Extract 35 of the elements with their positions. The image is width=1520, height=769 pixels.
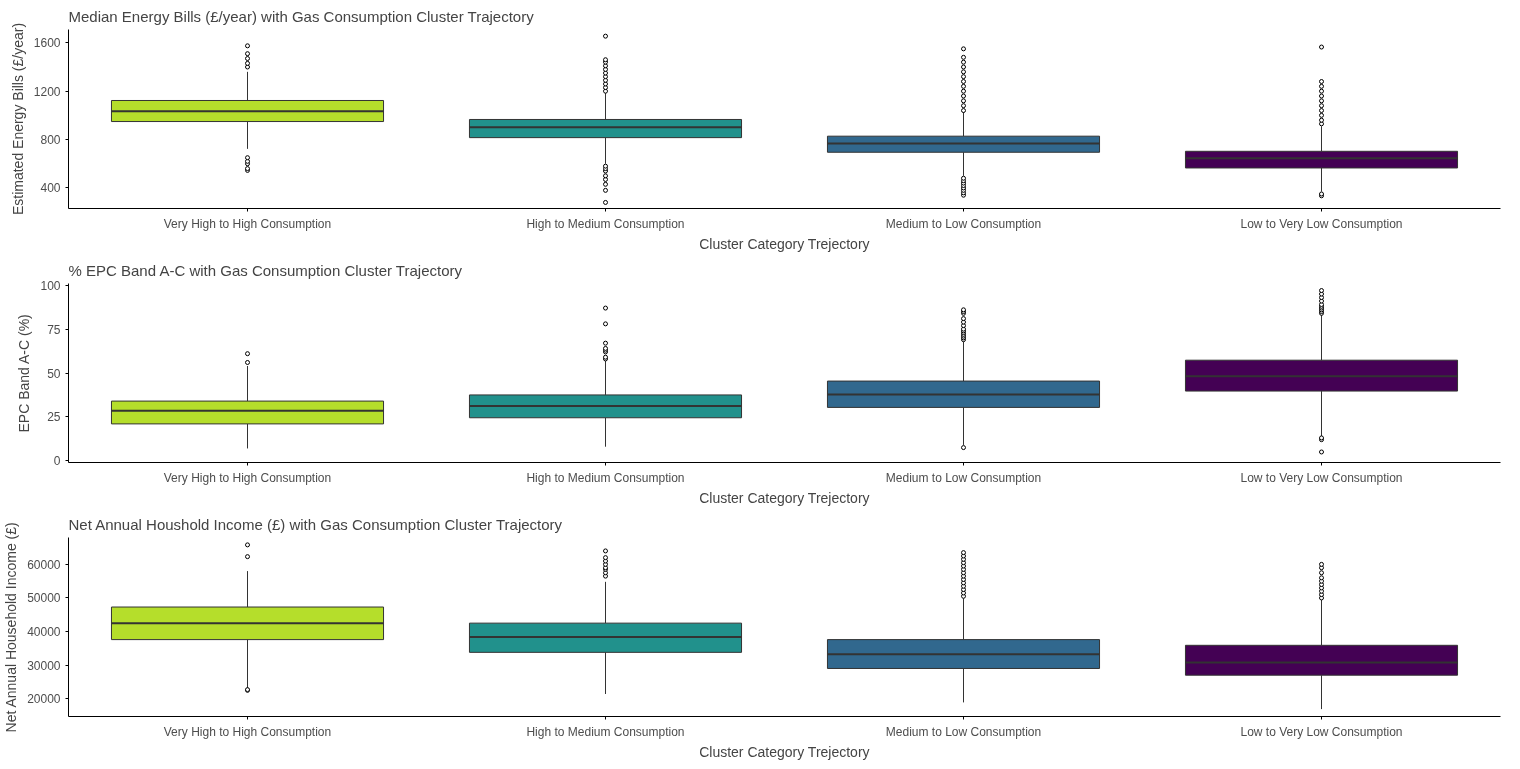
x-tick-label: High to Medium Consumption	[526, 470, 685, 485]
x-tick-label: Medium to Low Consumption	[885, 216, 1042, 231]
x-tick-label: Low to Very Low Consumption	[1240, 216, 1403, 231]
y-tick-label: 1200	[33, 84, 61, 99]
y-tick-label: 30000	[27, 658, 61, 673]
y-tick-label: 0	[53, 454, 61, 469]
y-axis-title: Estimated Energy Bills (£/year)	[9, 22, 26, 216]
chart-title: Net Annual Houshold Income (£) with Gas Consumption Cluster Trajectory	[68, 515, 563, 533]
x-tick-label: Very High to High Consumption	[163, 216, 332, 231]
x-axis-title: Cluster Category Trejectory	[699, 743, 870, 760]
x-tick-label: Medium to Low Consumption	[885, 724, 1042, 739]
y-axis-title: EPC Band A-C (%)	[16, 314, 33, 433]
y-tick-label: 40000	[27, 625, 61, 640]
y-tick-label: 75	[47, 322, 61, 337]
x-axis-title: Cluster Category Trejectory	[699, 235, 870, 252]
y-tick-label: 50000	[27, 591, 61, 606]
y-tick-label: 60000	[27, 557, 61, 572]
y-tick-label: 1600	[33, 36, 61, 51]
x-tick-label: Low to Very Low Consumption	[1240, 724, 1403, 739]
y-axis-title: Net Annual Household Income (£)	[3, 522, 20, 733]
x-tick-label: Medium to Low Consumption	[885, 470, 1042, 485]
x-tick-label: Very High to High Consumption	[163, 724, 332, 739]
x-tick-label: High to Medium Consumption	[526, 724, 685, 739]
y-tick-label: 20000	[27, 692, 61, 707]
y-tick-label: 800	[40, 133, 61, 148]
x-tick-label: Low to Very Low Consumption	[1240, 470, 1403, 485]
y-tick-label: 50	[47, 366, 61, 381]
x-tick-label: Very High to High Consumption	[163, 470, 332, 485]
x-axis-title: Cluster Category Trejectory	[699, 489, 870, 506]
chart-title: % EPC Band A-C with Gas Consumption Cluster Trajectory	[68, 261, 463, 279]
chart-title: Median Energy Bills (£/year) with Gas Consumption Cluster Trajectory	[68, 7, 535, 25]
x-tick-label: High to Medium Consumption	[526, 216, 685, 231]
y-tick-label: 25	[47, 410, 61, 425]
y-tick-label: 100	[40, 278, 61, 293]
y-tick-label: 400	[40, 181, 61, 196]
